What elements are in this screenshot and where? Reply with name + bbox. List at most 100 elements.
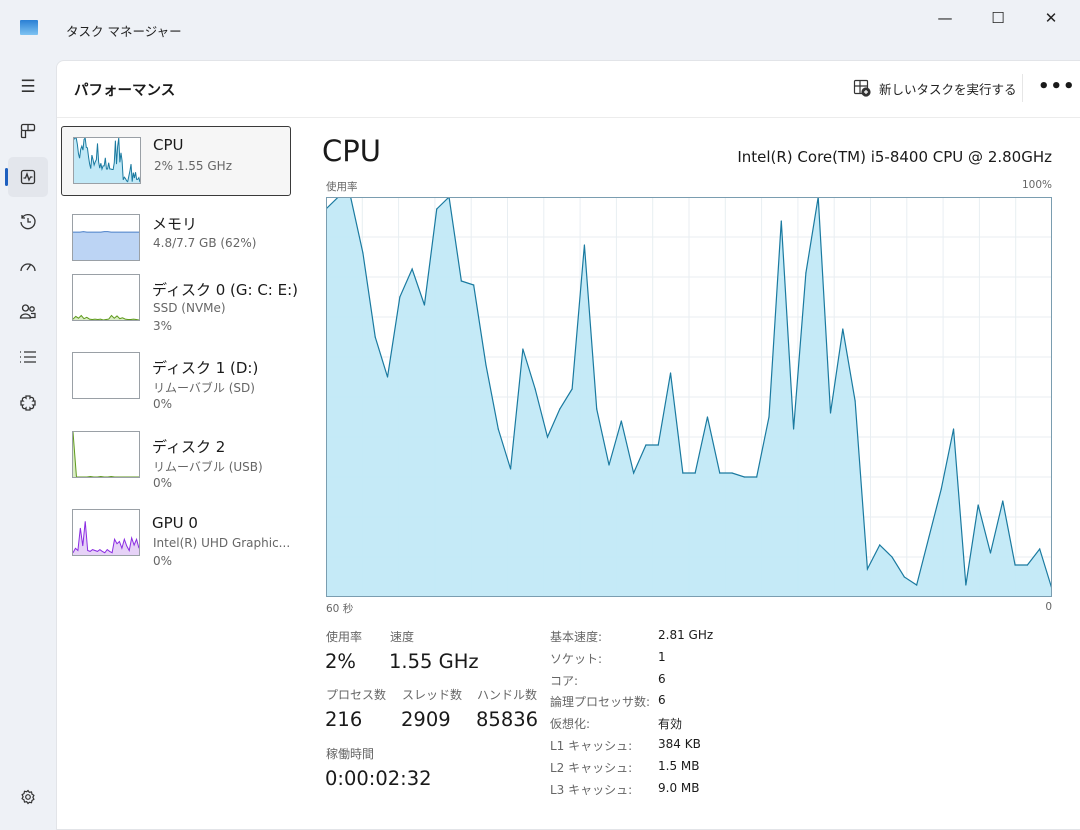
data-point xyxy=(928,536,929,537)
data-point xyxy=(473,284,474,285)
threads-label: スレッド数 xyxy=(402,686,462,703)
data-point xyxy=(461,280,462,281)
spec-label: 仮想化: xyxy=(550,715,590,732)
startup-apps-icon[interactable] xyxy=(14,253,42,281)
data-point xyxy=(744,476,745,477)
new-task-icon xyxy=(853,79,871,97)
resource-subtitle: リムーバブル (SD) xyxy=(153,379,255,396)
resource-subtitle: SSD (NVMe) xyxy=(153,301,226,315)
uptime-value: 0:00:02:32 xyxy=(325,767,432,790)
spec-value: 1.5 MB xyxy=(658,759,699,773)
spec-value: 9.0 MB xyxy=(658,781,699,795)
window-title: タスク マネージャー xyxy=(66,21,182,40)
processes-value: 216 xyxy=(325,708,362,731)
data-point xyxy=(891,556,892,557)
resource-sparkline xyxy=(73,137,141,184)
data-point xyxy=(658,444,659,445)
data-point xyxy=(424,304,425,305)
resource-item[interactable]: ディスク 2 リムーバブル (USB) 0% xyxy=(61,427,291,497)
data-point xyxy=(965,584,966,585)
close-button[interactable]: ✕ xyxy=(1031,6,1071,30)
chart-y-label: 使用率 xyxy=(326,179,358,194)
details-icon[interactable] xyxy=(14,343,42,371)
chart-x-min-label: 60 秒 xyxy=(326,601,353,616)
data-point xyxy=(645,444,646,445)
users-icon[interactable] xyxy=(14,298,42,326)
speed-value: 1.55 GHz xyxy=(389,650,479,673)
processes-icon[interactable] xyxy=(14,117,42,145)
data-point xyxy=(904,576,905,577)
data-point xyxy=(596,408,597,409)
resource-item[interactable]: CPU 2% 1.55 GHz xyxy=(61,126,291,196)
data-point xyxy=(670,372,671,373)
settings-icon[interactable] xyxy=(14,783,42,811)
data-point xyxy=(867,568,868,569)
data-point xyxy=(842,328,843,329)
run-new-task-button[interactable]: 新しいタスクを実行する xyxy=(853,77,1017,99)
data-point xyxy=(830,412,831,413)
spec-value: 有効 xyxy=(658,715,682,732)
data-point xyxy=(793,428,794,429)
resource-sparkline xyxy=(72,352,140,399)
resource-value: 0% xyxy=(153,554,172,568)
data-point xyxy=(498,428,499,429)
services-icon[interactable] xyxy=(14,389,42,417)
data-point xyxy=(412,268,413,269)
resource-item[interactable]: GPU 0 Intel(R) UHD Graphic... 0% xyxy=(61,505,291,575)
resource-sparkline xyxy=(72,431,140,478)
resource-subtitle: 2% 1.55 GHz xyxy=(154,159,232,173)
performance-icon[interactable] xyxy=(14,163,42,191)
spec-label: ソケット: xyxy=(550,650,602,667)
minimize-button[interactable]: — xyxy=(925,6,965,30)
spec-label: 基本速度: xyxy=(550,628,602,645)
cpu-model: Intel(R) Core(TM) i5-8400 CPU @ 2.80GHz xyxy=(737,148,1052,166)
data-point xyxy=(978,504,979,505)
resource-sparkline xyxy=(72,274,140,321)
detail-title: CPU xyxy=(322,134,381,168)
resource-title: ディスク 2 xyxy=(152,436,225,457)
data-point xyxy=(547,436,548,437)
uptime-label: 稼働時間 xyxy=(326,745,374,762)
data-point xyxy=(387,376,388,377)
resource-value: 3% xyxy=(153,319,172,333)
data-point xyxy=(805,272,806,273)
spec-label: L1 キャッシュ: xyxy=(550,737,632,754)
data-point xyxy=(510,468,511,469)
resource-title: CPU xyxy=(153,136,184,154)
resource-item[interactable]: ディスク 1 (D:) リムーバブル (SD) 0% xyxy=(61,348,291,418)
sparkline-area xyxy=(73,432,139,477)
data-point xyxy=(584,244,585,245)
spec-label: L2 キャッシュ: xyxy=(550,759,632,776)
more-options-button[interactable]: ••• xyxy=(1038,76,1076,97)
data-point xyxy=(362,252,363,253)
data-point xyxy=(436,208,437,209)
data-point xyxy=(695,472,696,473)
usage-value: 2% xyxy=(325,650,356,673)
data-point xyxy=(633,472,634,473)
resource-sparkline xyxy=(72,214,140,261)
data-point xyxy=(535,388,536,389)
data-point xyxy=(916,584,917,585)
data-point xyxy=(559,408,560,409)
data-point xyxy=(682,472,683,473)
data-point xyxy=(756,476,757,477)
data-point xyxy=(990,552,991,553)
resource-item[interactable]: ディスク 0 (G: C: E:) SSD (NVMe) 3% xyxy=(61,270,291,340)
app-history-icon[interactable] xyxy=(14,208,42,236)
resource-subtitle: Intel(R) UHD Graphic... xyxy=(153,536,290,550)
maximize-button[interactable]: ☐ xyxy=(978,6,1018,30)
spec-value: 384 KB xyxy=(658,737,701,751)
resource-title: ディスク 1 (D:) xyxy=(152,357,258,378)
data-point xyxy=(781,220,782,221)
sparkline-area xyxy=(73,232,139,260)
resource-title: GPU 0 xyxy=(152,514,198,532)
spec-value: 1 xyxy=(658,650,666,664)
resource-item[interactable]: メモリ 4.8/7.7 GB (62%) xyxy=(61,204,291,274)
data-point xyxy=(953,428,954,429)
data-point xyxy=(1039,548,1040,549)
spec-value: 2.81 GHz xyxy=(658,628,713,642)
usage-label: 使用率 xyxy=(326,628,362,645)
spec-value: 6 xyxy=(658,672,666,686)
hamburger-menu-icon[interactable]: ☰ xyxy=(14,73,42,101)
cpu-usage-chart xyxy=(326,197,1052,597)
